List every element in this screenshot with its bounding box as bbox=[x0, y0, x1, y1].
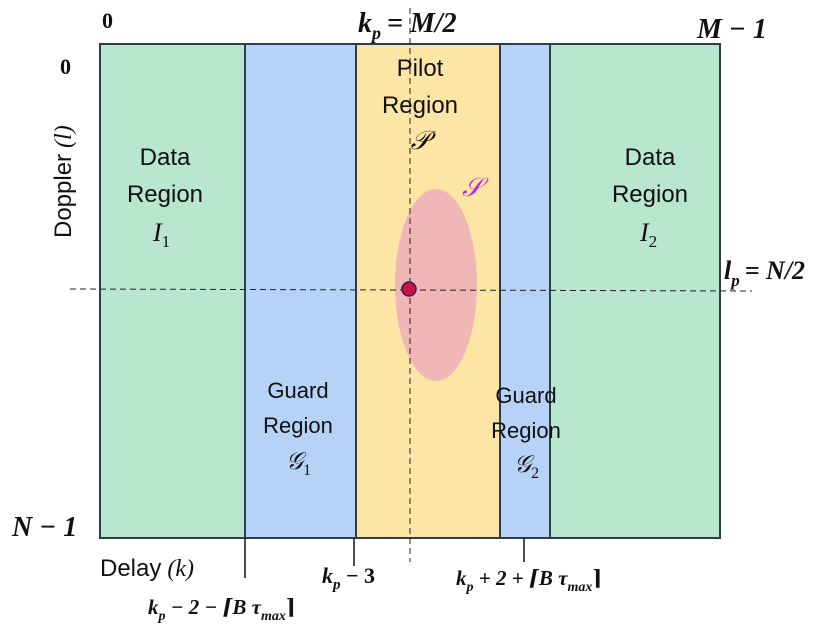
guard-region-left-symbol: 𝒢1 bbox=[286, 449, 311, 479]
data-region-left-symbol: I1 bbox=[152, 218, 170, 251]
data-region-right-subtitle: Region bbox=[612, 181, 688, 208]
label-kp-plus-2-guard: kp + 2 + ⌈B τmax⌉ bbox=[456, 566, 602, 595]
data-region-left-title: Data bbox=[140, 144, 191, 171]
guard-region-left-title: Guard bbox=[267, 378, 328, 403]
delay-axis-label: Delay (k) bbox=[100, 555, 194, 582]
label-kp-minus-2-guard: kp − 2 − ⌈B τmax⌉ bbox=[148, 595, 296, 624]
label-kp-minus-3: kp − 3 bbox=[322, 563, 375, 593]
left-top-zero: 0 bbox=[60, 54, 71, 79]
data-region-left-subtitle: Region bbox=[127, 181, 203, 208]
guard-region-left-subtitle: Region bbox=[263, 413, 333, 438]
pilot-dot bbox=[401, 281, 417, 297]
spread-set-ellipse bbox=[395, 189, 477, 381]
svg-text:Doppler(l): Doppler(l) bbox=[50, 125, 77, 238]
guard-region-right bbox=[499, 43, 551, 539]
data-region-left bbox=[99, 43, 246, 539]
guard-region-right-subtitle: Region bbox=[491, 418, 561, 443]
data-region-right-title: Data bbox=[625, 144, 676, 171]
doppler-axis-label: Doppler(l) bbox=[50, 125, 77, 238]
top-center-kp-label: kp = M/2 bbox=[358, 8, 457, 43]
guard-region-right-symbol: 𝒢2 bbox=[514, 452, 539, 482]
guard-region-right-title: Guard bbox=[495, 383, 556, 408]
top-left-zero: 0 bbox=[102, 8, 113, 33]
guard-region-left bbox=[244, 43, 357, 539]
top-right-label: M − 1 bbox=[696, 14, 767, 45]
right-lp-label: lp = N/2 bbox=[724, 256, 805, 290]
pilot-region-subtitle: Region bbox=[382, 92, 458, 119]
data-region-right-symbol: I2 bbox=[639, 218, 657, 251]
pilot-region-title: Pilot bbox=[397, 55, 444, 82]
bottom-left-label: N − 1 bbox=[11, 512, 77, 543]
